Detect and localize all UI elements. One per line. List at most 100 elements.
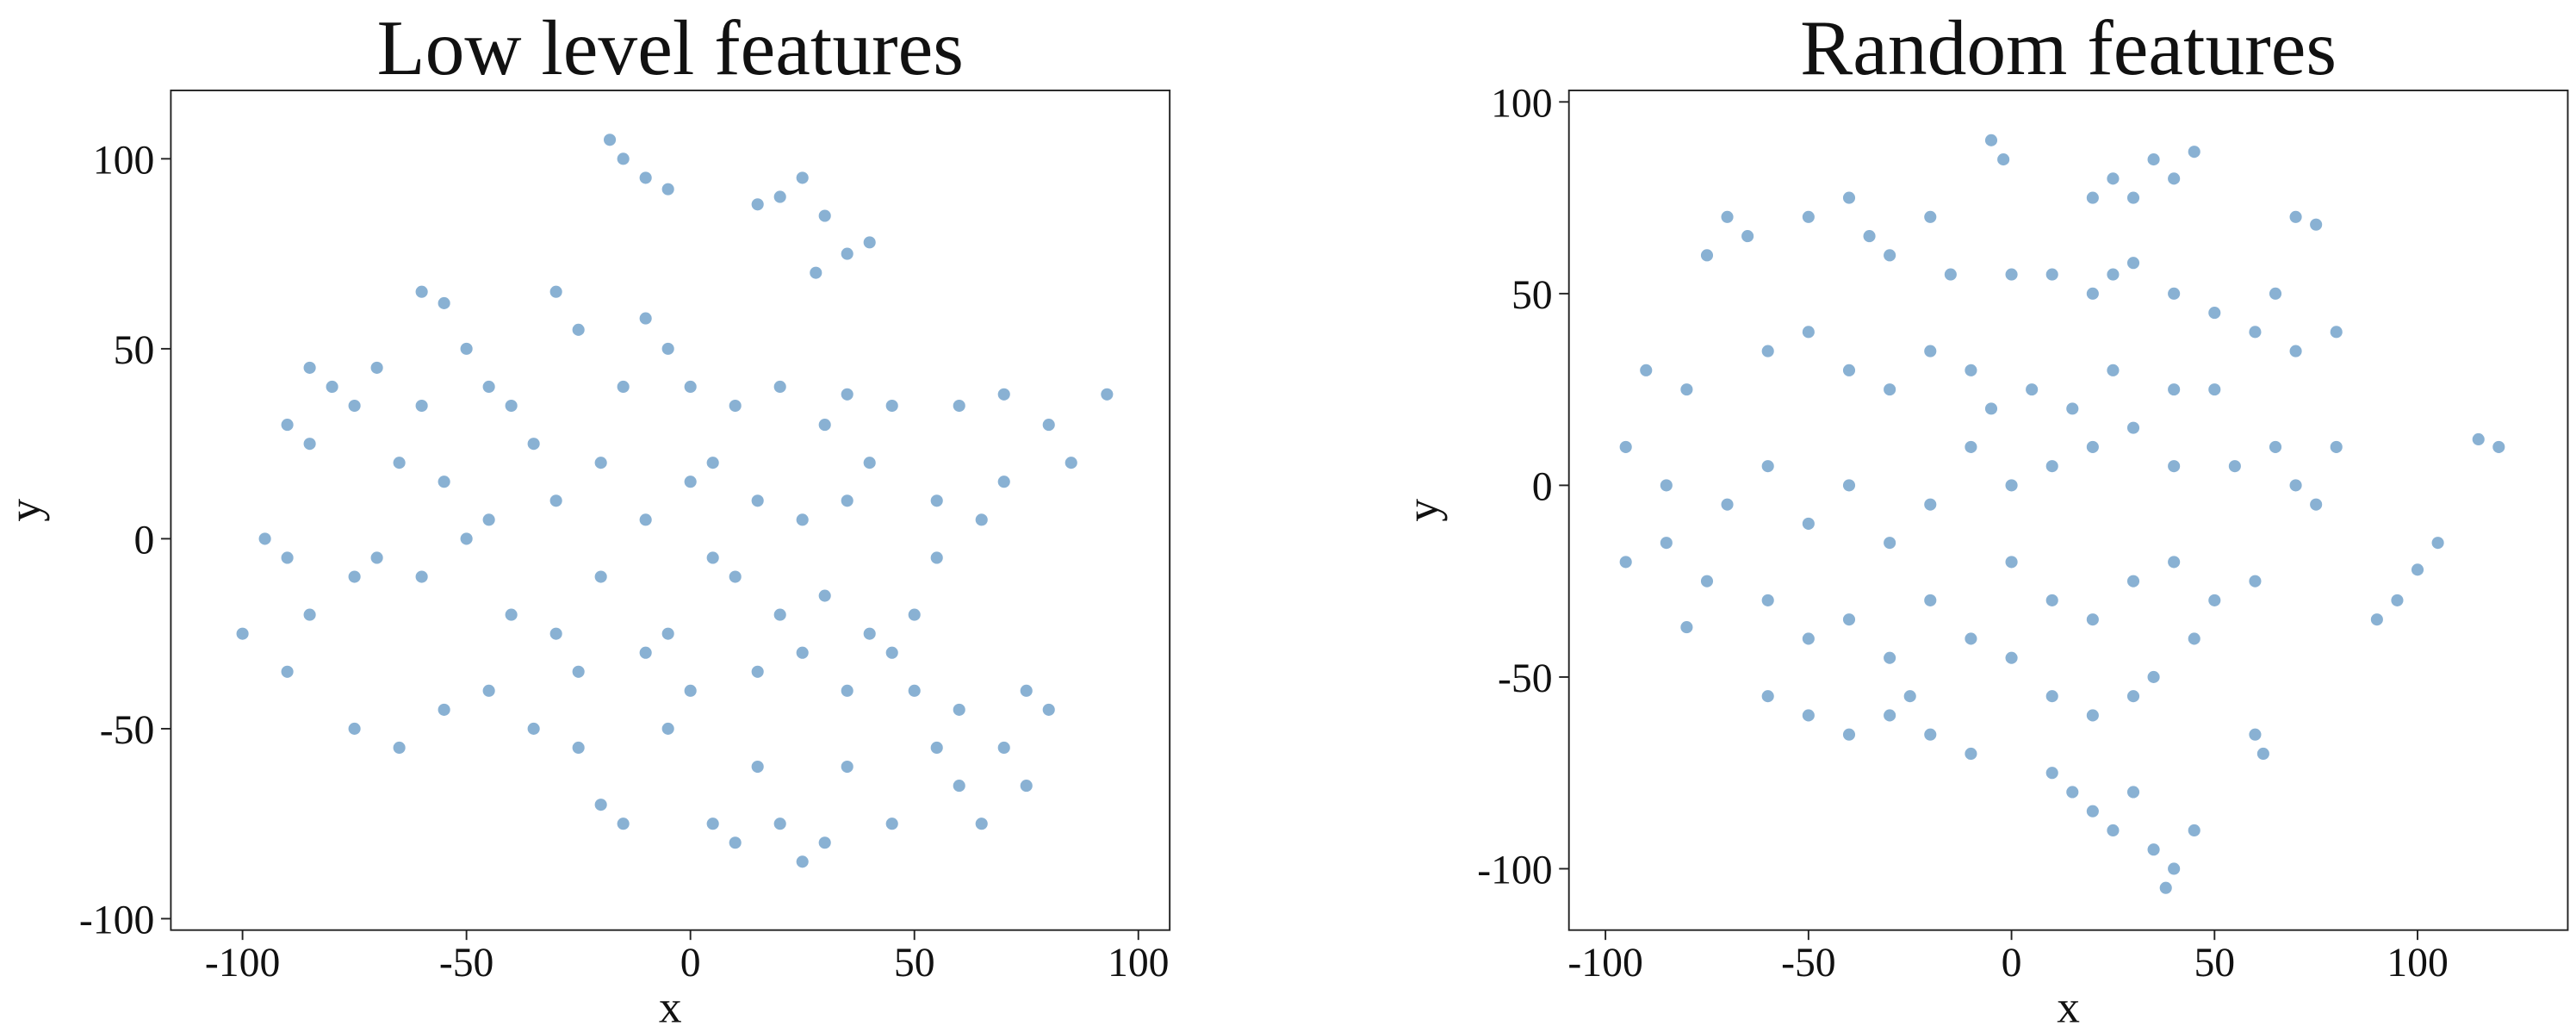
point	[2166, 171, 2182, 186]
point	[2024, 382, 2039, 397]
point	[2187, 144, 2201, 159]
point	[459, 532, 474, 546]
point	[1100, 387, 1114, 402]
point	[1882, 708, 1897, 723]
point	[2248, 325, 2263, 339]
point	[661, 721, 675, 737]
point	[1841, 478, 1857, 493]
point	[795, 855, 810, 869]
point	[1964, 746, 1978, 762]
point	[885, 645, 899, 660]
point	[2004, 650, 2019, 665]
point	[974, 816, 989, 831]
point	[2045, 688, 2059, 704]
point	[2158, 880, 2173, 895]
point	[2288, 209, 2303, 225]
point	[1964, 439, 1978, 455]
point	[481, 379, 496, 395]
point	[280, 550, 295, 565]
point	[817, 208, 832, 223]
point	[862, 455, 877, 470]
point	[2126, 688, 2141, 704]
point	[750, 494, 765, 508]
point	[593, 569, 608, 584]
point	[1699, 574, 1715, 588]
point	[2166, 458, 2182, 474]
point	[750, 197, 765, 212]
point	[1983, 133, 1999, 148]
x-tick-label: 100	[1108, 941, 1170, 985]
point	[1679, 619, 1694, 635]
point	[2106, 171, 2120, 186]
point	[2004, 478, 2019, 493]
point	[661, 341, 675, 357]
point	[2045, 267, 2059, 282]
y-tick-label: 0	[1532, 465, 1553, 510]
chart-title: Low level features	[377, 3, 964, 91]
point	[1923, 209, 1938, 225]
point	[2126, 420, 2141, 435]
point	[1882, 650, 1897, 665]
point	[1862, 228, 1877, 244]
point	[1983, 401, 1999, 416]
point	[2288, 344, 2303, 358]
point	[437, 295, 451, 311]
point	[549, 626, 563, 641]
point	[996, 740, 1011, 755]
point	[1760, 593, 1775, 608]
point	[974, 513, 989, 527]
point	[2308, 497, 2324, 512]
point	[817, 588, 832, 603]
point	[2146, 152, 2161, 167]
point	[2065, 401, 2080, 416]
y-tick-label: -100	[79, 898, 154, 943]
y-tick-label: -50	[100, 708, 155, 753]
point	[2207, 593, 2222, 608]
point	[996, 475, 1011, 489]
point	[1841, 363, 1857, 378]
x-tick-label: 50	[894, 941, 935, 985]
point	[481, 683, 496, 699]
point	[929, 550, 944, 565]
point	[414, 398, 429, 413]
point	[1659, 535, 1674, 550]
point	[728, 569, 742, 584]
x-tick-label: 50	[2194, 941, 2235, 985]
x-tick-label: 0	[2002, 941, 2022, 985]
point	[347, 721, 362, 737]
point	[1659, 478, 1674, 493]
point	[817, 417, 832, 432]
point	[2369, 612, 2385, 627]
point	[1699, 248, 1715, 263]
point	[2085, 190, 2101, 205]
point	[1964, 363, 1978, 378]
point	[1618, 439, 1633, 455]
point	[1760, 688, 1775, 704]
point	[661, 182, 675, 196]
x-tick-label: 0	[680, 941, 701, 985]
point	[2126, 785, 2141, 799]
point	[602, 133, 618, 147]
point	[638, 171, 653, 185]
point	[2492, 439, 2506, 455]
point	[526, 436, 541, 451]
y-axis-label: y	[1396, 499, 1448, 522]
point	[616, 379, 630, 395]
point	[840, 494, 854, 508]
point	[1882, 248, 1897, 263]
point	[862, 235, 877, 250]
point	[2085, 708, 2101, 723]
point	[952, 702, 966, 718]
point	[2207, 382, 2222, 397]
point	[885, 398, 899, 413]
point	[952, 398, 966, 413]
point	[302, 436, 317, 451]
point	[414, 284, 429, 299]
point	[907, 607, 922, 622]
point	[2065, 785, 2080, 799]
point	[795, 171, 810, 185]
point	[750, 759, 765, 774]
y-tick-label: 100	[1491, 81, 1553, 126]
plot-frame	[170, 89, 1171, 931]
point	[2166, 286, 2182, 302]
